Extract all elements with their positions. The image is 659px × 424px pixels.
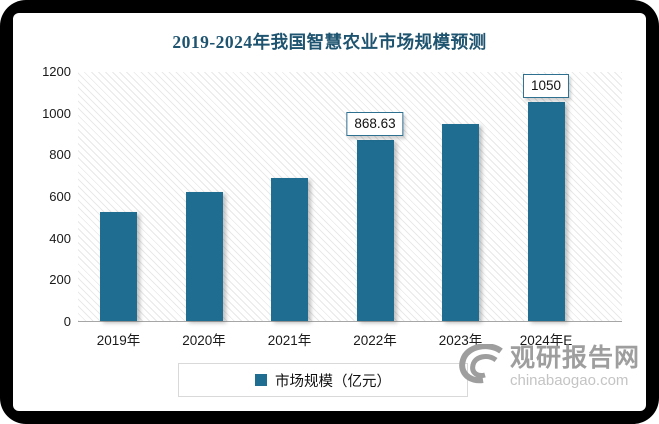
y-tick-label: 400 (49, 230, 71, 246)
bar-2023年 (442, 124, 479, 321)
y-tick-label: 1200 (42, 64, 71, 79)
y-tick-label: 0 (63, 314, 71, 329)
plot-area (78, 72, 622, 322)
y-tick-label: 600 (49, 189, 71, 204)
bar-2020年 (185, 191, 223, 321)
x-axis-label: 2021年 (267, 333, 312, 348)
bar-2022年 (356, 140, 394, 321)
x-axis-label: 2020年 (182, 333, 226, 348)
watermark-domain: chinabaogao.com (510, 372, 629, 389)
y-tick-label: 1000 (42, 105, 71, 121)
data-label-2022年: 868.63 (346, 112, 404, 136)
legend-swatch-icon (255, 374, 267, 386)
x-axis-label: 2019年 (96, 333, 141, 348)
legend-box: 市场规模（亿元） (178, 363, 468, 397)
bar-2021年 (271, 178, 308, 321)
data-label-2024年E: 1050 (522, 74, 570, 99)
x-axis-label: 2023年 (438, 333, 483, 348)
watermark: 观研报告网 chinabaogao.com (458, 343, 643, 404)
x-axis-label: 2024年E (519, 333, 573, 348)
bar-2019年 (100, 211, 137, 321)
chart-canvas: 2019-2024年我国智慧农业市场规模预测 0 200 400 600 800 1000… (13, 13, 646, 411)
y-tick-label: 200 (49, 272, 71, 288)
chart-title: 2019-2024年我国智慧农业市场规模预测 (172, 32, 487, 52)
x-axis-label: 2022年 (353, 333, 397, 348)
legend-label: 市场规模（亿元） (275, 373, 391, 390)
y-tick-label: 800 (49, 147, 71, 163)
bar-2024年E (527, 102, 565, 321)
